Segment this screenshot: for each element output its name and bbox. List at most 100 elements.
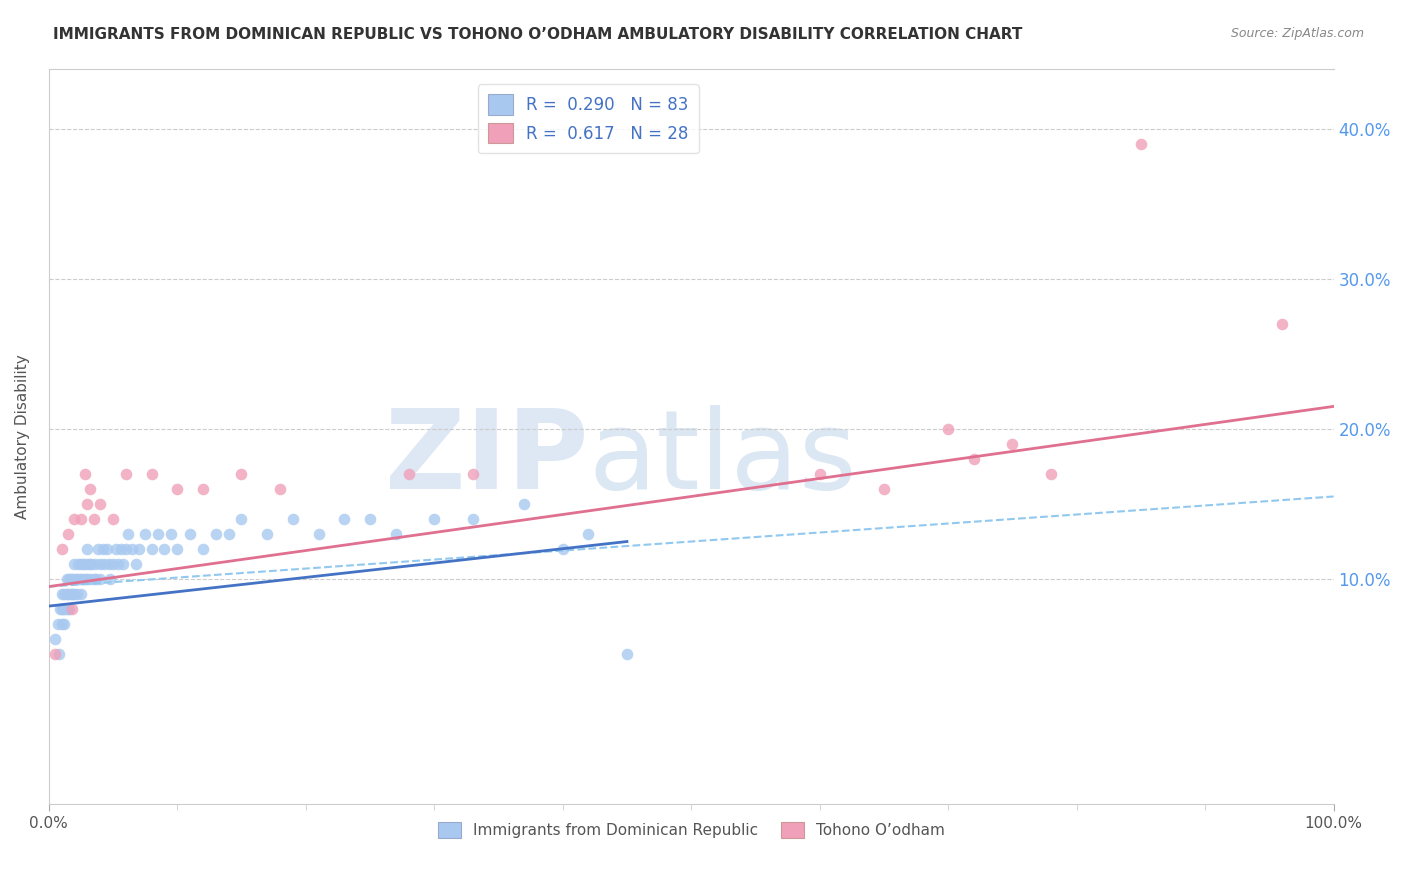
Point [125,557,148,571]
Point [58,602,80,616]
Text: atlas: atlas [588,405,856,512]
Point [873,482,896,496]
Point [63,512,86,526]
Point [166,542,188,557]
Point [808,467,831,481]
Text: ZIP: ZIP [385,405,588,512]
Point [77,557,100,571]
Point [963,452,986,467]
Point [79,482,101,496]
Point [128,542,150,557]
Point [359,512,381,526]
Point [551,542,574,557]
Point [49,602,72,616]
Point [333,512,356,526]
Point [86,542,108,557]
Point [461,512,484,526]
Point [398,467,420,481]
Point [89,557,111,571]
Point [134,527,156,541]
Point [51,602,73,616]
Text: Source: ZipAtlas.com: Source: ZipAtlas.com [1230,27,1364,40]
Point [44,632,66,647]
Point [89,572,111,586]
Point [117,527,139,541]
Point [66,587,89,601]
Point [51,542,73,557]
Point [59,587,82,601]
Point [146,527,169,541]
Point [76,497,98,511]
Point [53,617,76,632]
Point [76,542,98,557]
Point [60,587,83,601]
Point [58,572,80,586]
Point [191,482,214,496]
Point [98,557,121,571]
Point [1039,467,1062,481]
Point [513,497,536,511]
Point [83,572,105,586]
Point [55,602,77,616]
Point [46,617,69,632]
Point [107,557,129,571]
Point [141,467,163,481]
Point [101,557,124,571]
Point [70,557,93,571]
Point [166,482,188,496]
Point [70,572,93,586]
Point [56,527,79,541]
Point [44,647,66,661]
Point [80,557,103,571]
Point [384,527,406,541]
Point [1129,136,1152,151]
Point [66,572,89,586]
Point [1001,437,1024,451]
Point [55,587,77,601]
Point [96,542,118,557]
Point [84,572,107,586]
Point [51,617,73,632]
Point [51,587,73,601]
Point [423,512,446,526]
Point [62,572,84,586]
Point [63,557,86,571]
Point [100,572,122,586]
Point [104,542,127,557]
Point [93,557,115,571]
Point [63,587,86,601]
Point [231,512,253,526]
Point [73,467,96,481]
Point [191,542,214,557]
Point [936,422,959,436]
Point [159,527,181,541]
Point [231,467,253,481]
Point [53,587,76,601]
Point [70,512,93,526]
Point [52,602,75,616]
Point [576,527,599,541]
Point [79,572,101,586]
Point [110,542,132,557]
Point [60,602,83,616]
Point [204,527,226,541]
Point [70,587,93,601]
Legend: Immigrants from Dominican Republic, Tohono O’odham: Immigrants from Dominican Republic, Toho… [432,816,950,845]
Point [461,467,484,481]
Point [65,572,87,586]
Point [48,647,70,661]
Point [72,557,94,571]
Point [73,572,96,586]
Point [115,467,138,481]
Point [69,572,91,586]
Point [112,557,135,571]
Point [218,527,240,541]
Y-axis label: Ambulatory Disability: Ambulatory Disability [15,354,30,519]
Point [179,527,201,541]
Text: IMMIGRANTS FROM DOMINICAN REPUBLIC VS TOHONO O’ODHAM AMBULATORY DISABILITY CORRE: IMMIGRANTS FROM DOMINICAN REPUBLIC VS TO… [53,27,1022,42]
Point [308,527,330,541]
Point [83,512,105,526]
Point [84,557,107,571]
Point [115,542,138,557]
Point [616,647,638,661]
